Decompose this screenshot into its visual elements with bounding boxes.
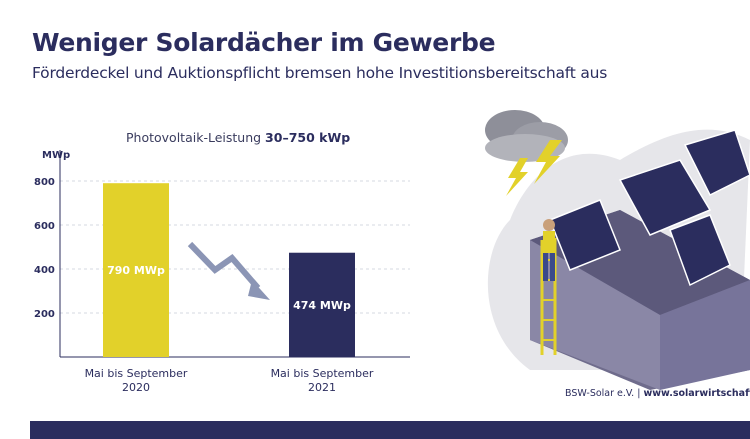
- trend-arrow-head-icon: [248, 280, 270, 300]
- y-tick-label: 200: [34, 309, 55, 320]
- footer-bar: [30, 421, 750, 439]
- cloud-icon: [485, 110, 568, 162]
- y-tick-label: 600: [34, 221, 55, 232]
- trend-arrow-icon: [187, 241, 261, 290]
- footer-separator: |: [637, 388, 641, 399]
- x-category-label: 2021: [308, 381, 336, 394]
- chart-subtitle: Förderdeckel und Auktionspflicht bremsen…: [32, 64, 608, 82]
- chart-heading-range: 30–750 kWp: [265, 130, 351, 145]
- x-category-label: 2020: [122, 381, 150, 394]
- bar-data-label: 474 MWp: [293, 299, 351, 312]
- chart-title: Weniger Solardächer im Gewerbe: [32, 28, 496, 57]
- bar-data-label: 790 MWp: [107, 264, 165, 277]
- bar: [289, 252, 355, 357]
- lightning-icon: [506, 140, 562, 196]
- worker-figure: [543, 219, 555, 281]
- bar: [103, 183, 169, 357]
- x-category-label: Mai bis September: [85, 367, 188, 380]
- footer-website[interactable]: www.solarwirtschaft.de: [643, 388, 750, 399]
- footer-org: BSW-Solar e.V.: [565, 388, 635, 399]
- chart-heading: Photovoltaik-Leistung 30–750 kWp: [126, 130, 350, 145]
- solar-roof-illustration: [485, 110, 750, 390]
- x-category-label: Mai bis September: [271, 367, 374, 380]
- y-tick-label: 400: [34, 265, 55, 276]
- y-tick-label: 800: [34, 177, 55, 188]
- chart-heading-prefix: Photovoltaik-Leistung: [126, 130, 262, 145]
- y-axis-label: MWp: [42, 150, 70, 161]
- footer-credit: BSW-Solar e.V. | www.solarwirtschaft.de: [565, 388, 750, 399]
